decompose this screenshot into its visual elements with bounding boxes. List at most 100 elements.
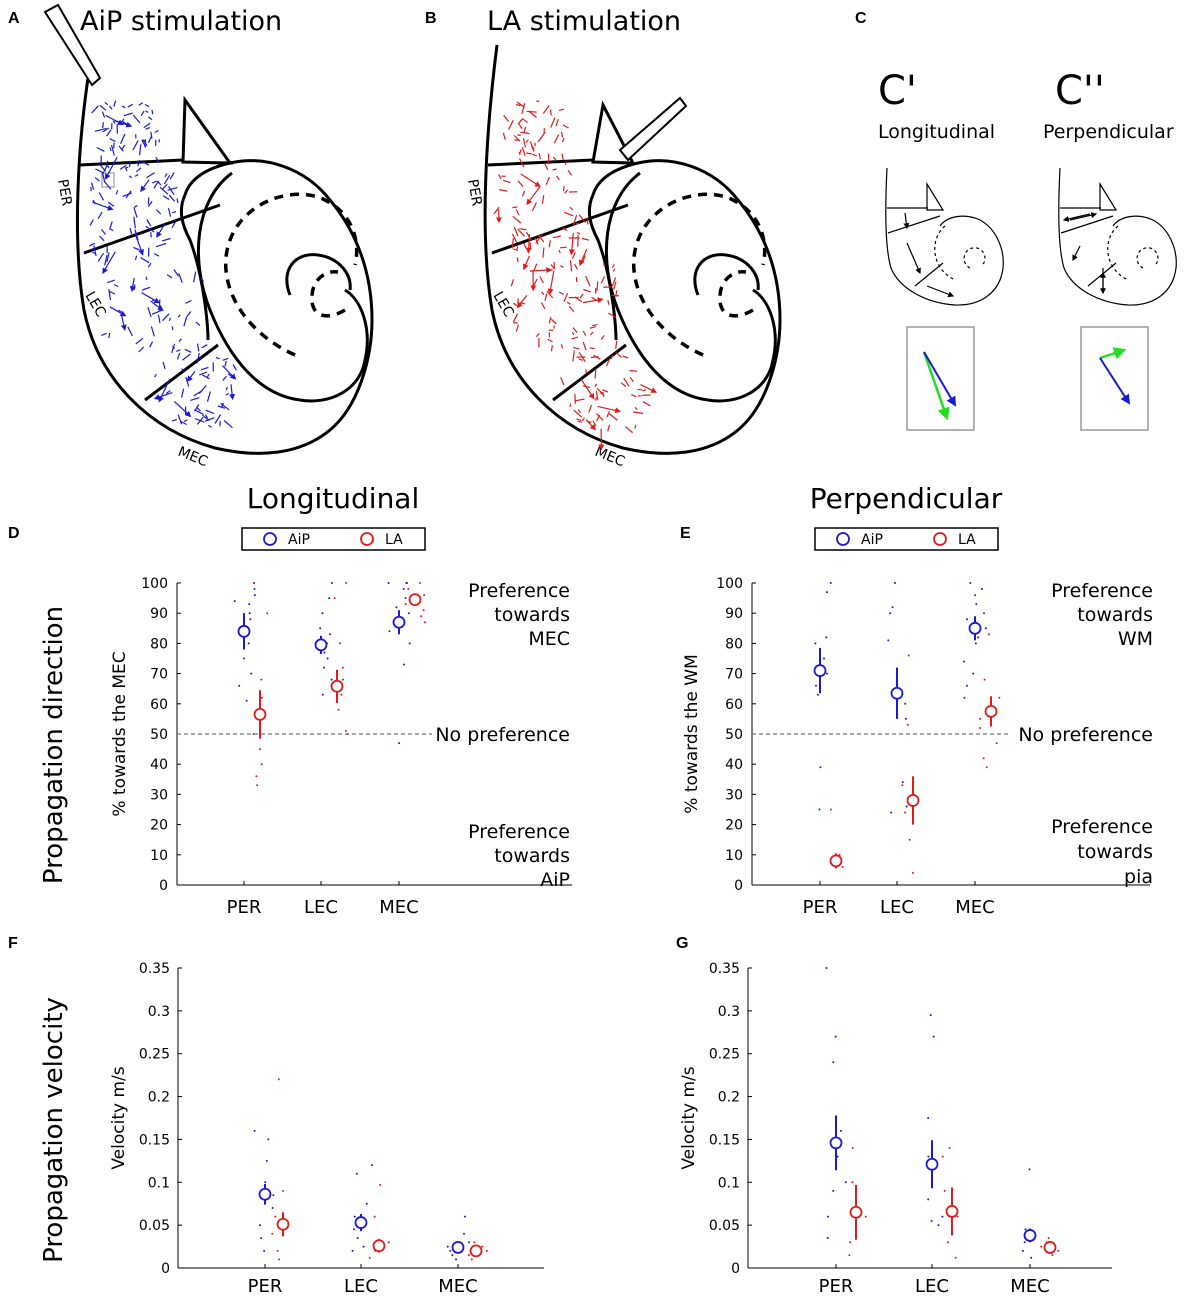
flow-vector <box>194 418 205 423</box>
flow-vector <box>594 383 598 388</box>
data-point <box>264 1181 267 1184</box>
flow-vector <box>568 305 575 313</box>
chart-g: 0 0.05 0.1 0.15 0.2 0.25 0.3 0.35 Velocity m/s PE… <box>679 961 1112 1297</box>
data-point <box>826 1215 829 1218</box>
flow-vector <box>525 231 532 241</box>
flow-vector <box>109 105 113 110</box>
data-point <box>901 781 904 784</box>
data-point <box>930 1219 933 1222</box>
ann-line: pia <box>1124 866 1153 888</box>
data-point <box>927 1198 930 1201</box>
data-point <box>987 633 990 636</box>
data-point <box>328 597 331 600</box>
data-point <box>844 1181 847 1184</box>
flow-vector <box>151 180 157 184</box>
flow-vector <box>596 387 603 394</box>
flow-vector <box>109 147 112 152</box>
row-label-velocity: Propagation velocity <box>39 997 69 1263</box>
flow-vector <box>516 295 528 309</box>
flow-vector <box>513 302 518 307</box>
flow-vector <box>214 414 222 424</box>
data-point <box>346 733 349 735</box>
flow-vector <box>562 124 569 129</box>
flow-vector <box>552 235 561 239</box>
flow-vector <box>607 424 611 432</box>
flow-vector <box>94 127 107 132</box>
flow-vector <box>146 172 155 179</box>
flow-vector <box>204 414 209 419</box>
blue-vector <box>923 351 957 407</box>
data-point <box>954 1256 957 1259</box>
flow-vector <box>519 228 527 231</box>
flow-vector <box>541 291 545 296</box>
data-point <box>263 1249 266 1252</box>
flow-vector <box>573 409 583 418</box>
flow-vector <box>220 402 230 411</box>
flow-vector <box>567 169 573 176</box>
y-axis-label: Velocity m/s <box>679 1066 699 1169</box>
flow-vector <box>162 195 170 201</box>
panel-letter: G <box>676 935 688 952</box>
data-point <box>995 742 998 745</box>
legend-label-aip: AiP <box>861 532 883 548</box>
flow-vector <box>106 160 109 167</box>
flow-vector <box>561 153 564 161</box>
flow-vector <box>572 346 580 350</box>
data-point <box>319 627 322 630</box>
flow-vector <box>630 394 637 398</box>
brain-slice-outline <box>75 64 374 455</box>
flow-vector <box>106 165 110 169</box>
flow-vector <box>544 162 549 171</box>
flow-vector <box>574 263 579 270</box>
flow-vector <box>113 100 117 107</box>
flow-vector <box>107 279 115 284</box>
data-point <box>274 1215 277 1218</box>
flow-vector <box>110 144 115 156</box>
flow-vector <box>564 161 567 165</box>
flow-vector <box>94 177 100 182</box>
flow-vector <box>208 424 212 428</box>
c-double-prime-label: C'' <box>1055 68 1105 114</box>
data-point <box>470 1258 473 1261</box>
flow-vector <box>223 420 233 429</box>
flow-vector <box>109 306 127 317</box>
flow-vector <box>528 110 537 118</box>
flow-vector <box>572 350 575 362</box>
flow-vector <box>109 221 113 230</box>
flow-vector <box>515 209 520 216</box>
data-point <box>455 1258 457 1261</box>
flow-vector <box>592 324 598 327</box>
data-point <box>1024 1228 1027 1231</box>
legend-marker-aip <box>263 532 277 546</box>
y-tick-label: 30 <box>150 787 168 803</box>
flow-vector <box>125 167 128 172</box>
ann-line: Preference <box>1051 580 1153 602</box>
flow-vector <box>603 286 612 288</box>
flow-vector <box>539 276 544 284</box>
flow-vector <box>559 246 567 249</box>
data-point <box>823 657 825 660</box>
flow-vector <box>201 344 208 349</box>
ann-line: Preference <box>1051 816 1153 838</box>
flow-vector <box>140 256 150 264</box>
data-point <box>242 657 245 660</box>
flow-vector <box>582 341 587 351</box>
flow-vector <box>89 219 94 226</box>
y-tick-label: 20 <box>725 818 743 834</box>
data-point <box>398 742 401 745</box>
flow-vector <box>167 185 175 196</box>
data-point <box>826 1237 829 1239</box>
flow-vector <box>155 156 160 163</box>
x-tick-label: LEC <box>304 897 338 918</box>
data-point <box>423 621 426 624</box>
data-point <box>329 633 331 636</box>
flow-vector <box>531 202 537 212</box>
flow-vector <box>138 346 145 353</box>
flow-vector <box>97 211 103 220</box>
flow-vector <box>607 299 610 305</box>
panel-d: D AiP LA 0 10 20 30 40 50 60 70 80 90 100 % towards… <box>8 525 572 918</box>
flow-vector <box>590 356 599 359</box>
flow-vector <box>222 365 237 380</box>
flow-vector <box>511 233 518 243</box>
flow-vector <box>169 172 175 180</box>
